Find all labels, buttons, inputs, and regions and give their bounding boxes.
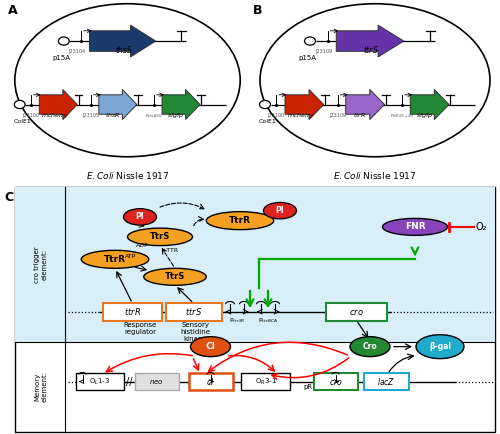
Polygon shape [90,25,156,57]
Text: $\it{E. Coli}$ Nissle 1917: $\it{E. Coli}$ Nissle 1917 [333,170,417,181]
Text: $\it{cro}$: $\it{cro}$ [349,307,364,317]
Text: $\it{cI}$: $\it{cI}$ [206,376,214,387]
Text: J23109: J23109 [316,49,332,54]
Text: //: // [126,377,132,387]
FancyBboxPatch shape [166,303,222,321]
Ellipse shape [128,228,192,246]
Text: $\it{sfgfp}$: $\it{sfgfp}$ [416,111,433,120]
Text: $\it{mcherry}$: $\it{mcherry}$ [287,111,316,120]
Text: FNR: FNR [404,222,425,231]
Polygon shape [99,89,137,119]
Text: ColE1: ColE1 [14,119,31,124]
Circle shape [14,100,25,108]
Circle shape [350,337,390,357]
Polygon shape [410,89,449,119]
Text: Cro: Cro [362,342,378,351]
Text: p15A: p15A [52,55,70,61]
Text: $\it{ttrR}$: $\it{ttrR}$ [124,306,141,317]
Text: P$_{\mathit{ttrBCA}}$: P$_{\mathit{ttrBCA}}$ [258,316,278,325]
Text: A: A [8,4,17,17]
Text: ColE1: ColE1 [258,119,276,124]
Text: ATP: ATP [125,254,136,259]
FancyBboxPatch shape [103,303,162,321]
Ellipse shape [206,212,274,230]
Circle shape [260,100,270,108]
Text: $\it{ttrR}$: $\it{ttrR}$ [354,111,366,118]
Ellipse shape [382,218,448,235]
Text: $\it{sfgfp}$: $\it{sfgfp}$ [168,111,184,120]
Text: Memory
element:: Memory element: [34,371,48,402]
Text: O$_R$3-1: O$_R$3-1 [254,376,276,387]
Text: J23100: J23100 [268,113,285,118]
Circle shape [124,209,156,225]
Ellipse shape [144,268,206,285]
Circle shape [264,202,296,219]
Text: J23100: J23100 [22,113,40,118]
Text: J23105: J23105 [82,113,100,118]
Text: P$_{\mathit{phsA342}}$: P$_{\mathit{phsA342}}$ [145,112,163,121]
Text: pL: pL [90,384,98,390]
Text: cro trigger
element:: cro trigger element: [34,246,48,283]
Text: $\it{neo}$: $\it{neo}$ [149,378,164,385]
Text: $\it{ttrS}$: $\it{ttrS}$ [185,306,202,317]
Text: P$_{\mathit{ttrSR}}$: P$_{\mathit{ttrSR}}$ [229,316,245,325]
Text: PI: PI [136,212,144,221]
Text: O$_L$1-3: O$_L$1-3 [90,376,110,387]
Circle shape [58,37,69,45]
Text: pRM: pRM [202,384,216,390]
Circle shape [416,335,464,358]
Bar [15,187,495,342]
FancyBboxPatch shape [76,373,124,390]
Ellipse shape [81,250,149,268]
Polygon shape [162,89,200,119]
Text: PI: PI [276,206,284,215]
FancyBboxPatch shape [134,373,178,390]
Polygon shape [285,89,324,119]
Polygon shape [346,89,385,119]
Text: TtrR: TtrR [104,255,126,264]
Text: O₂: O₂ [475,222,486,232]
Text: $\it{thsR}$: $\it{thsR}$ [105,111,120,118]
Text: CI: CI [206,342,216,351]
Text: P$_{\mathit{ttrB185-269}}$: P$_{\mathit{ttrB185-269}}$ [390,112,414,120]
FancyBboxPatch shape [326,303,387,321]
Text: $\it{E. Coli}$ Nissle 1917: $\it{E. Coli}$ Nissle 1917 [86,170,170,181]
Polygon shape [40,89,78,119]
Text: p15A: p15A [298,55,316,61]
Text: $\it{mcherry}$: $\it{mcherry}$ [41,111,70,120]
FancyBboxPatch shape [314,373,358,390]
FancyBboxPatch shape [364,373,409,390]
FancyBboxPatch shape [188,373,232,390]
Text: B: B [252,4,262,17]
Circle shape [304,37,316,45]
Text: Sensory
histidine
kinase: Sensory histidine kinase [180,322,210,342]
Text: C: C [4,191,13,204]
Text: β-gal: β-gal [429,342,451,351]
Text: TtrR: TtrR [229,216,251,225]
Text: $\it{lacZ}$: $\it{lacZ}$ [377,376,396,387]
Text: J23109: J23109 [329,113,346,118]
Ellipse shape [260,4,490,157]
Text: $\it{ttrS}$: $\it{ttrS}$ [364,44,379,55]
Text: +TTR: +TTR [161,248,178,253]
Circle shape [190,337,230,357]
Text: TtrS: TtrS [150,232,170,241]
Text: $\it{thsS}$: $\it{thsS}$ [114,44,133,55]
Text: $\it{cro}$: $\it{cro}$ [328,377,342,387]
Text: J23104: J23104 [68,49,86,54]
Ellipse shape [15,4,240,157]
Text: pR: pR [303,384,312,390]
Polygon shape [336,25,404,57]
Text: ADP: ADP [136,243,149,248]
Text: Response
regulator: Response regulator [124,322,156,335]
FancyBboxPatch shape [241,373,290,390]
Text: TtrS: TtrS [165,272,185,281]
